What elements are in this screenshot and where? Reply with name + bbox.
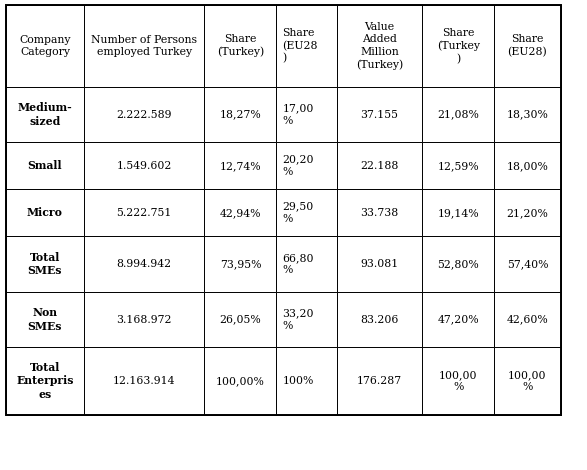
Text: 37.155: 37.155: [360, 110, 399, 120]
Text: 100,00
%: 100,00 %: [439, 370, 477, 392]
Bar: [6, 236, 84, 292]
Bar: [276, 347, 337, 415]
Text: 20,20
%: 20,20 %: [282, 155, 314, 177]
Text: Non
SMEs: Non SMEs: [28, 307, 62, 332]
Text: Number of Persons
employed Turkey: Number of Persons employed Turkey: [91, 35, 197, 57]
Text: 33,20
%: 33,20 %: [282, 308, 314, 331]
Bar: [276, 87, 337, 142]
Text: 21,08%: 21,08%: [437, 110, 479, 120]
Bar: [494, 292, 561, 347]
Text: 1.549.602: 1.549.602: [116, 161, 172, 171]
Bar: [84, 87, 204, 142]
Bar: [494, 236, 561, 292]
Text: 22.188: 22.188: [360, 161, 399, 171]
Bar: [494, 87, 561, 142]
Bar: [337, 142, 422, 189]
Bar: [422, 5, 494, 87]
Text: 33.738: 33.738: [360, 208, 399, 218]
Text: 100,00
%: 100,00 %: [508, 370, 546, 392]
Text: Value
Added
Million
(Turkey): Value Added Million (Turkey): [356, 22, 403, 70]
Text: 5.222.751: 5.222.751: [116, 208, 172, 218]
Bar: [337, 236, 422, 292]
Text: 18,27%: 18,27%: [220, 110, 261, 120]
Text: 17,00
%: 17,00 %: [282, 103, 313, 126]
Bar: [337, 5, 422, 87]
Bar: [6, 5, 561, 415]
Text: 3.168.972: 3.168.972: [116, 314, 172, 325]
Text: 26,05%: 26,05%: [220, 314, 261, 325]
Bar: [422, 292, 494, 347]
Bar: [422, 347, 494, 415]
Bar: [422, 142, 494, 189]
Text: Share
(EU28): Share (EU28): [508, 34, 547, 57]
Bar: [204, 142, 276, 189]
Bar: [276, 189, 337, 236]
Bar: [494, 347, 561, 415]
Text: Total
Enterpris
es: Total Enterpris es: [16, 362, 73, 400]
Bar: [494, 5, 561, 87]
Text: 100%: 100%: [282, 376, 313, 386]
Bar: [6, 87, 84, 142]
Bar: [84, 236, 204, 292]
Text: 12,59%: 12,59%: [437, 161, 479, 171]
Bar: [6, 5, 84, 87]
Bar: [337, 347, 422, 415]
Text: 2.222.589: 2.222.589: [116, 110, 172, 120]
Bar: [204, 236, 276, 292]
Bar: [84, 292, 204, 347]
Bar: [6, 347, 84, 415]
Text: 18,00%: 18,00%: [507, 161, 548, 171]
Text: 29,50
%: 29,50 %: [282, 202, 313, 224]
Text: 73,95%: 73,95%: [220, 259, 261, 269]
Text: 8.994.942: 8.994.942: [117, 259, 171, 269]
Bar: [6, 142, 84, 189]
Text: 83.206: 83.206: [360, 314, 399, 325]
Text: Share
(EU28
): Share (EU28 ): [282, 28, 318, 63]
Bar: [204, 292, 276, 347]
Bar: [84, 142, 204, 189]
Text: 21,20%: 21,20%: [507, 208, 548, 218]
Bar: [494, 142, 561, 189]
Bar: [276, 5, 337, 87]
Bar: [6, 292, 84, 347]
Bar: [276, 142, 337, 189]
Bar: [84, 347, 204, 415]
Text: Small: Small: [28, 160, 62, 172]
Text: Total
SMEs: Total SMEs: [28, 252, 62, 276]
Bar: [84, 5, 204, 87]
Text: 52,80%: 52,80%: [437, 259, 479, 269]
Text: Medium-
sized: Medium- sized: [18, 102, 72, 127]
Bar: [276, 292, 337, 347]
Text: 176.287: 176.287: [357, 376, 402, 386]
Text: 93.081: 93.081: [360, 259, 399, 269]
Bar: [422, 189, 494, 236]
Bar: [204, 189, 276, 236]
Bar: [422, 236, 494, 292]
Text: 57,40%: 57,40%: [507, 259, 548, 269]
Bar: [494, 189, 561, 236]
Text: 42,94%: 42,94%: [220, 208, 261, 218]
Text: 18,30%: 18,30%: [507, 110, 548, 120]
Text: Micro: Micro: [27, 207, 63, 219]
Text: 12.163.914: 12.163.914: [113, 376, 176, 386]
Text: Share
(Turkey
): Share (Turkey ): [437, 28, 480, 64]
Text: 42,60%: 42,60%: [507, 314, 548, 325]
Bar: [337, 87, 422, 142]
Text: 47,20%: 47,20%: [437, 314, 479, 325]
Bar: [204, 87, 276, 142]
Text: 19,14%: 19,14%: [437, 208, 479, 218]
Text: 66,80
%: 66,80 %: [282, 253, 314, 275]
Bar: [204, 5, 276, 87]
Bar: [276, 236, 337, 292]
Bar: [6, 189, 84, 236]
Text: 100,00%: 100,00%: [216, 376, 265, 386]
Text: Company
Category: Company Category: [19, 35, 70, 57]
Bar: [337, 292, 422, 347]
Text: 12,74%: 12,74%: [220, 161, 261, 171]
Bar: [337, 189, 422, 236]
Text: Share
(Turkey): Share (Turkey): [217, 34, 264, 57]
Bar: [84, 189, 204, 236]
Bar: [204, 347, 276, 415]
Bar: [422, 87, 494, 142]
